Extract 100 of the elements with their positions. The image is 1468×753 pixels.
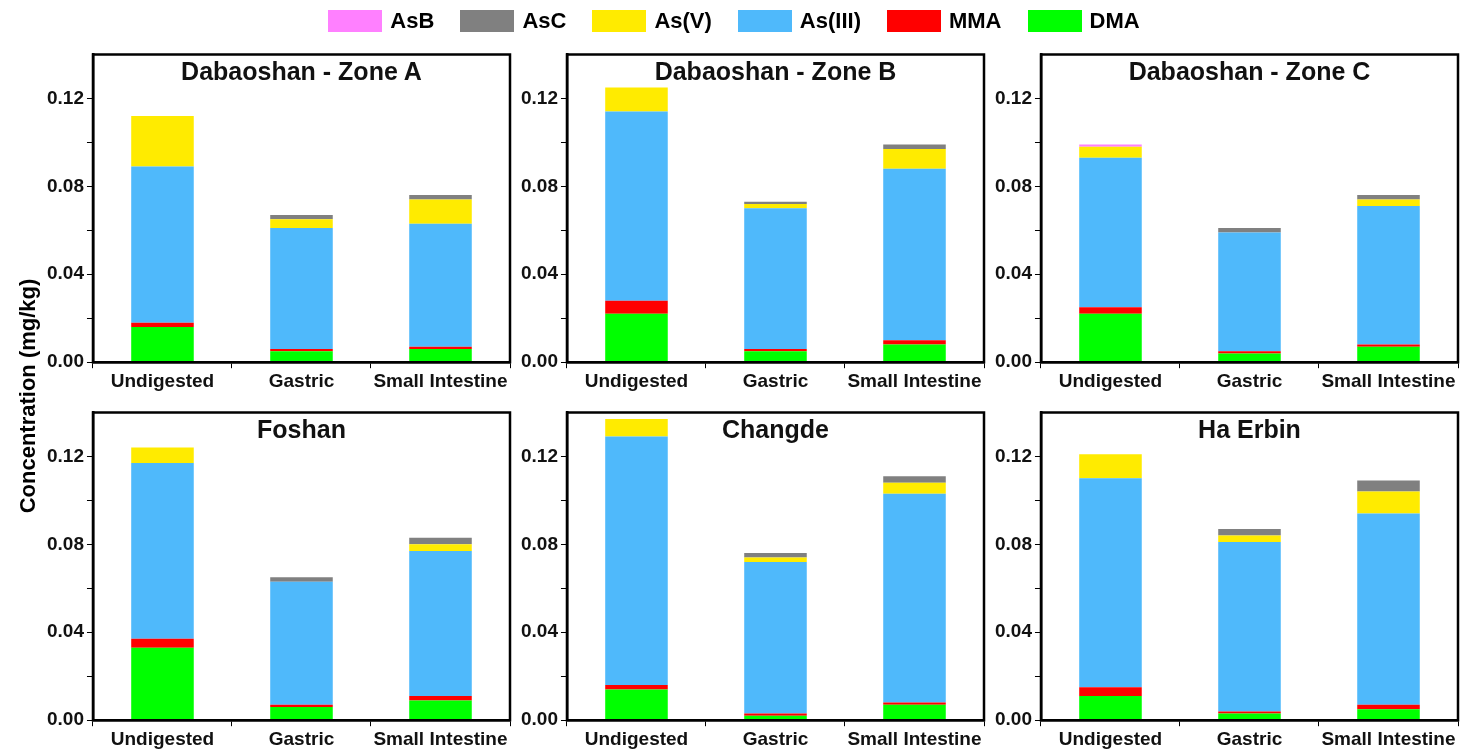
x-tick-label: Gastric: [1216, 369, 1283, 391]
bar: [270, 577, 333, 582]
bar: [883, 476, 946, 483]
bar: [744, 351, 807, 362]
chart-title: Dabaoshan - Zone A: [181, 56, 422, 85]
bar: [1357, 346, 1420, 362]
x-tick-label: Undigested: [110, 727, 215, 749]
bar: [409, 544, 472, 551]
y-tick-label: 0.00: [995, 350, 1032, 372]
bar: [1357, 491, 1420, 514]
chart-title: Dabaoshan - Zone C: [1128, 56, 1371, 85]
legend-label: As(V): [654, 8, 712, 34]
bar: [1357, 513, 1420, 705]
bar: [605, 300, 668, 314]
bar: [744, 553, 807, 558]
y-tick-label: 0.12: [47, 444, 84, 466]
x-tick-label: Undigested: [584, 369, 689, 391]
bar: [883, 340, 946, 345]
x-tick-label: Small Intestine: [847, 369, 982, 391]
bar: [270, 214, 333, 220]
bar: [409, 550, 472, 697]
legend-label: MMA: [948, 8, 1002, 34]
chart-title: Ha Erbin: [1198, 414, 1301, 443]
y-tick-label: 0.12: [521, 444, 558, 466]
bar: [744, 201, 807, 204]
legend-label: DMA: [1089, 8, 1140, 34]
y-tick-label: 0.12: [995, 444, 1032, 466]
y-tick-label: 0.04: [995, 620, 1033, 642]
bar: [1218, 535, 1281, 543]
bar: [1218, 228, 1281, 233]
bar: [1079, 313, 1142, 362]
y-tick-label: 0.08: [521, 532, 558, 554]
bar: [1357, 199, 1420, 207]
chart-title: Foshan: [257, 414, 346, 443]
bar: [409, 346, 472, 350]
bar: [131, 447, 194, 463]
y-axis-title: Concentration (mg/kg): [15, 278, 41, 514]
bar: [883, 148, 946, 169]
bar: [1079, 478, 1142, 688]
bar: [270, 704, 333, 708]
bar: [409, 195, 472, 200]
y-tick-label: 0.04: [521, 262, 559, 284]
bar: [883, 482, 946, 494]
bar: [131, 647, 194, 720]
y-tick-label: 0.08: [47, 532, 84, 554]
y-tick-label: 0.00: [995, 708, 1032, 730]
bar: [744, 203, 807, 209]
bar: [883, 168, 946, 341]
legend-label: AsB: [390, 8, 435, 34]
bar: [744, 561, 807, 714]
x-tick-label: Gastric: [268, 727, 335, 749]
bar: [270, 349, 333, 352]
bar: [1218, 528, 1281, 536]
y-tick-label: 0.04: [995, 262, 1033, 284]
x-tick-label: Undigested: [110, 369, 215, 391]
bar: [131, 327, 194, 362]
chart-title: Changde: [722, 414, 830, 443]
bar: [605, 313, 668, 362]
bar: [883, 702, 946, 705]
bar: [1079, 157, 1142, 308]
bar: [1079, 144, 1142, 147]
bar: [1357, 480, 1420, 492]
x-tick-label: Undigested: [1058, 727, 1163, 749]
x-tick-label: Undigested: [584, 727, 689, 749]
bar: [131, 462, 194, 639]
y-tick-label: 0.12: [47, 86, 84, 108]
bar: [1218, 711, 1281, 714]
x-tick-label: Undigested: [1058, 369, 1163, 391]
bar: [270, 581, 333, 705]
bar: [605, 689, 668, 720]
legend-label: AsC: [522, 8, 567, 34]
bar: [270, 351, 333, 362]
bar: [1218, 353, 1281, 362]
bar: [131, 322, 194, 328]
x-tick-label: Gastric: [742, 727, 809, 749]
bar: [131, 115, 194, 167]
bar: [409, 696, 472, 701]
y-tick-label: 0.04: [47, 262, 85, 284]
chart-title: Dabaoshan - Zone B: [654, 56, 897, 85]
y-tick-label: 0.08: [47, 174, 84, 196]
bar: [131, 638, 194, 648]
bar: [605, 419, 668, 437]
y-tick-label: 0.00: [47, 350, 84, 372]
bar: [1218, 351, 1281, 354]
bar: [1357, 206, 1420, 345]
x-tick-label: Small Intestine: [373, 369, 508, 391]
bar: [409, 349, 472, 362]
y-tick-label: 0.00: [521, 350, 558, 372]
y-tick-label: 0.08: [521, 174, 558, 196]
y-tick-label: 0.08: [995, 174, 1032, 196]
bar: [883, 344, 946, 362]
y-tick-label: 0.04: [47, 620, 85, 642]
bar: [409, 199, 472, 224]
bar: [409, 537, 472, 545]
bar: [409, 223, 472, 347]
bar: [605, 87, 668, 112]
y-tick-label: 0.08: [995, 532, 1032, 554]
bar: [1218, 542, 1281, 712]
bar: [744, 557, 807, 562]
bar: [1079, 696, 1142, 720]
